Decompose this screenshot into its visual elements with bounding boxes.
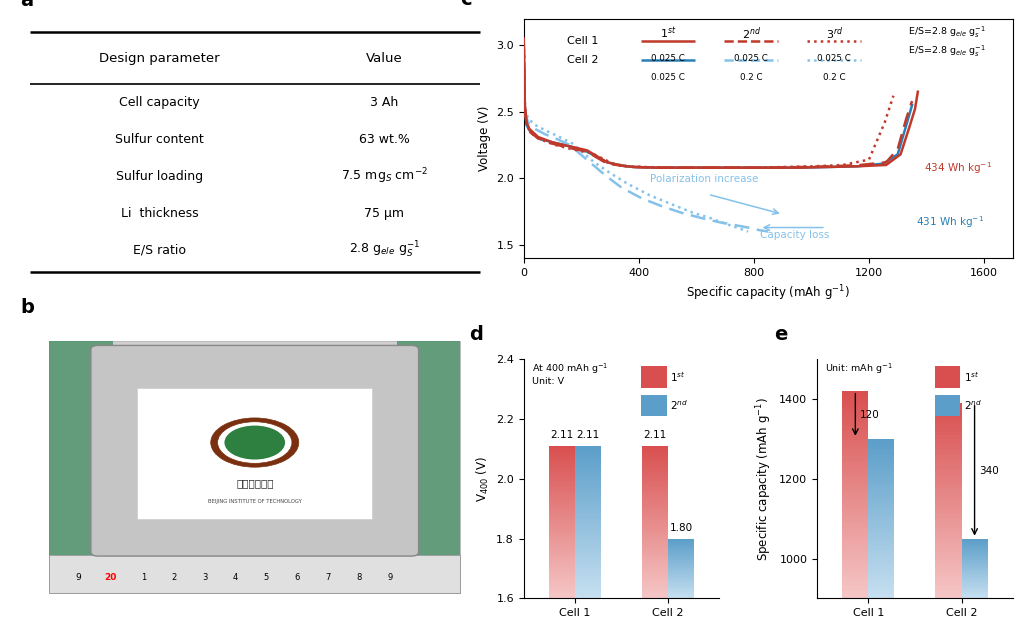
Text: Cell capacity: Cell capacity <box>119 96 199 109</box>
Text: E/S=2.8 g$_{ele}$ g$_s^{-1}$: E/S=2.8 g$_{ele}$ g$_s^{-1}$ <box>907 25 985 39</box>
Text: 0.025 C: 0.025 C <box>651 54 685 64</box>
Circle shape <box>224 426 285 460</box>
Text: 20: 20 <box>104 573 117 582</box>
Text: 5: 5 <box>264 573 269 582</box>
Text: 8: 8 <box>356 573 361 582</box>
Text: 2.11: 2.11 <box>643 430 667 441</box>
Text: 2$^{nd}$: 2$^{nd}$ <box>670 399 688 412</box>
Text: Value: Value <box>366 52 403 65</box>
Bar <box>49 341 113 555</box>
Text: Cell 2: Cell 2 <box>567 55 598 65</box>
FancyBboxPatch shape <box>91 346 418 556</box>
Text: 0.2 C: 0.2 C <box>740 73 762 82</box>
Text: d: d <box>469 325 483 344</box>
Bar <box>397 341 460 555</box>
Y-axis label: V$_{400}$ (V): V$_{400}$ (V) <box>475 455 491 502</box>
Text: 9: 9 <box>76 573 82 582</box>
Text: Li  thickness: Li thickness <box>121 207 198 220</box>
Bar <box>935 395 960 416</box>
Circle shape <box>211 418 299 467</box>
Text: 3: 3 <box>203 573 208 582</box>
Text: a: a <box>20 0 33 10</box>
Text: BEIJING INSTITUTE OF TECHNOLOGY: BEIJING INSTITUTE OF TECHNOLOGY <box>208 499 302 504</box>
Text: 2$^{nd}$: 2$^{nd}$ <box>964 399 982 412</box>
Text: 434 Wh kg$^{-1}$: 434 Wh kg$^{-1}$ <box>924 160 991 175</box>
Text: 75 μm: 75 μm <box>364 207 404 220</box>
Y-axis label: Voltage (V): Voltage (V) <box>478 106 491 171</box>
Text: 0.025 C: 0.025 C <box>817 54 851 64</box>
Bar <box>641 395 667 416</box>
Text: 6: 6 <box>295 573 300 582</box>
Text: Sulfur content: Sulfur content <box>115 133 204 146</box>
Text: Design parameter: Design parameter <box>99 52 220 65</box>
Text: 1$^{st}$: 1$^{st}$ <box>670 370 686 384</box>
Text: b: b <box>20 298 34 317</box>
Bar <box>641 366 667 387</box>
Bar <box>935 366 960 387</box>
Text: 7: 7 <box>325 573 330 582</box>
Text: Cell 1: Cell 1 <box>567 36 598 46</box>
Text: c: c <box>460 0 472 9</box>
Text: 1$^{st}$: 1$^{st}$ <box>964 370 979 384</box>
Text: 7.5 mg$_S$ cm$^{-2}$: 7.5 mg$_S$ cm$^{-2}$ <box>341 167 428 186</box>
Text: 431 Wh kg$^{-1}$: 431 Wh kg$^{-1}$ <box>917 214 984 230</box>
Text: 340: 340 <box>979 466 999 476</box>
Text: E/S ratio: E/S ratio <box>133 244 186 257</box>
Text: 2.8 g$_{ele}$ g$_S^{-1}$: 2.8 g$_{ele}$ g$_S^{-1}$ <box>349 240 419 260</box>
Text: Sulfur loading: Sulfur loading <box>116 170 203 183</box>
Text: 3 Ah: 3 Ah <box>370 96 399 109</box>
Text: 9: 9 <box>387 573 393 582</box>
Text: 2: 2 <box>172 573 177 582</box>
Text: 4: 4 <box>233 573 238 582</box>
X-axis label: Specific capacity (mAh g$^{-1}$): Specific capacity (mAh g$^{-1}$) <box>686 283 850 303</box>
Text: 1: 1 <box>140 573 146 582</box>
Text: 120: 120 <box>860 410 880 420</box>
Y-axis label: Specific capacity (mAh g$^{-1}$): Specific capacity (mAh g$^{-1}$) <box>754 397 773 560</box>
Text: Unit: mAh g$^{-1}$: Unit: mAh g$^{-1}$ <box>825 361 893 376</box>
Text: 3$^{rd}$: 3$^{rd}$ <box>826 26 843 43</box>
Text: 63 wt.%: 63 wt.% <box>359 133 410 146</box>
Text: At 400 mAh g$^{-1}$
Unit: V: At 400 mAh g$^{-1}$ Unit: V <box>532 361 608 386</box>
Text: 2.11: 2.11 <box>576 430 599 441</box>
Text: 0.025 C: 0.025 C <box>735 54 768 64</box>
Text: E/S=2.8 g$_{ele}$ g$_s^{-1}$: E/S=2.8 g$_{ele}$ g$_s^{-1}$ <box>907 44 985 59</box>
Text: 2$^{nd}$: 2$^{nd}$ <box>742 26 761 43</box>
Text: 2.11: 2.11 <box>550 430 574 441</box>
Text: 1$^{st}$: 1$^{st}$ <box>660 26 676 41</box>
FancyBboxPatch shape <box>49 341 460 593</box>
Text: Polarization increase: Polarization increase <box>651 174 759 184</box>
Text: Capacity loss: Capacity loss <box>760 230 829 240</box>
Bar <box>137 388 372 519</box>
Text: 0.025 C: 0.025 C <box>651 73 685 82</box>
Text: 0.2 C: 0.2 C <box>822 73 846 82</box>
Bar <box>49 555 460 593</box>
Circle shape <box>218 422 292 463</box>
Text: e: e <box>774 325 788 344</box>
Text: 1.80: 1.80 <box>670 523 693 533</box>
Text: 北京理工大学: 北京理工大学 <box>236 479 273 489</box>
